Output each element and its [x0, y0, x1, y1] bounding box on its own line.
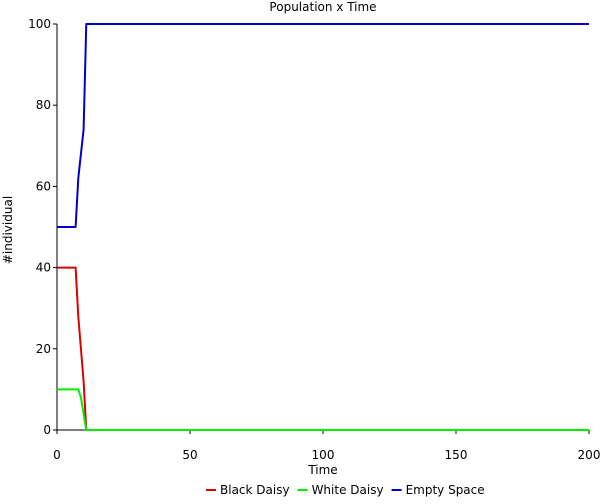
- axes: [56, 24, 589, 431]
- legend-item-white-daisy[interactable]: White Daisy: [297, 483, 384, 497]
- series-lines: [57, 23, 589, 431]
- legend-label: Black Daisy: [220, 483, 290, 497]
- legend[interactable]: Black Daisy White Daisy Empty Space: [206, 483, 485, 497]
- y-tick-label: 40: [36, 261, 51, 275]
- y-tick-label: 0: [43, 423, 51, 437]
- y-axis-ticks: 0 20 40 60 80 100: [28, 17, 57, 437]
- legend-item-empty-space[interactable]: Empty Space: [391, 483, 485, 497]
- x-tick-label: 200: [578, 448, 600, 462]
- y-tick-label: 100: [28, 17, 51, 31]
- x-tick-label: 0: [53, 448, 61, 462]
- series-line-empty-space: [57, 23, 589, 228]
- legend-label: White Daisy: [312, 483, 384, 497]
- chart-title: Population x Time: [269, 0, 376, 14]
- x-axis-ticks: 0 50 100 150 200: [53, 430, 600, 462]
- legend-label: Empty Space: [406, 483, 485, 497]
- x-tick-label: 150: [445, 448, 468, 462]
- series-line-white-daisy: [57, 388, 589, 431]
- x-axis-label: Time: [307, 463, 337, 477]
- y-axis-label: #individual: [1, 196, 15, 264]
- y-tick-label: 60: [36, 179, 51, 193]
- x-tick-label: 50: [182, 448, 197, 462]
- series-line-black-daisy: [57, 266, 589, 431]
- legend-item-black-daisy[interactable]: Black Daisy: [206, 483, 290, 497]
- y-tick-label: 20: [36, 342, 51, 356]
- x-tick-label: 100: [312, 448, 335, 462]
- y-tick-label: 80: [36, 98, 51, 112]
